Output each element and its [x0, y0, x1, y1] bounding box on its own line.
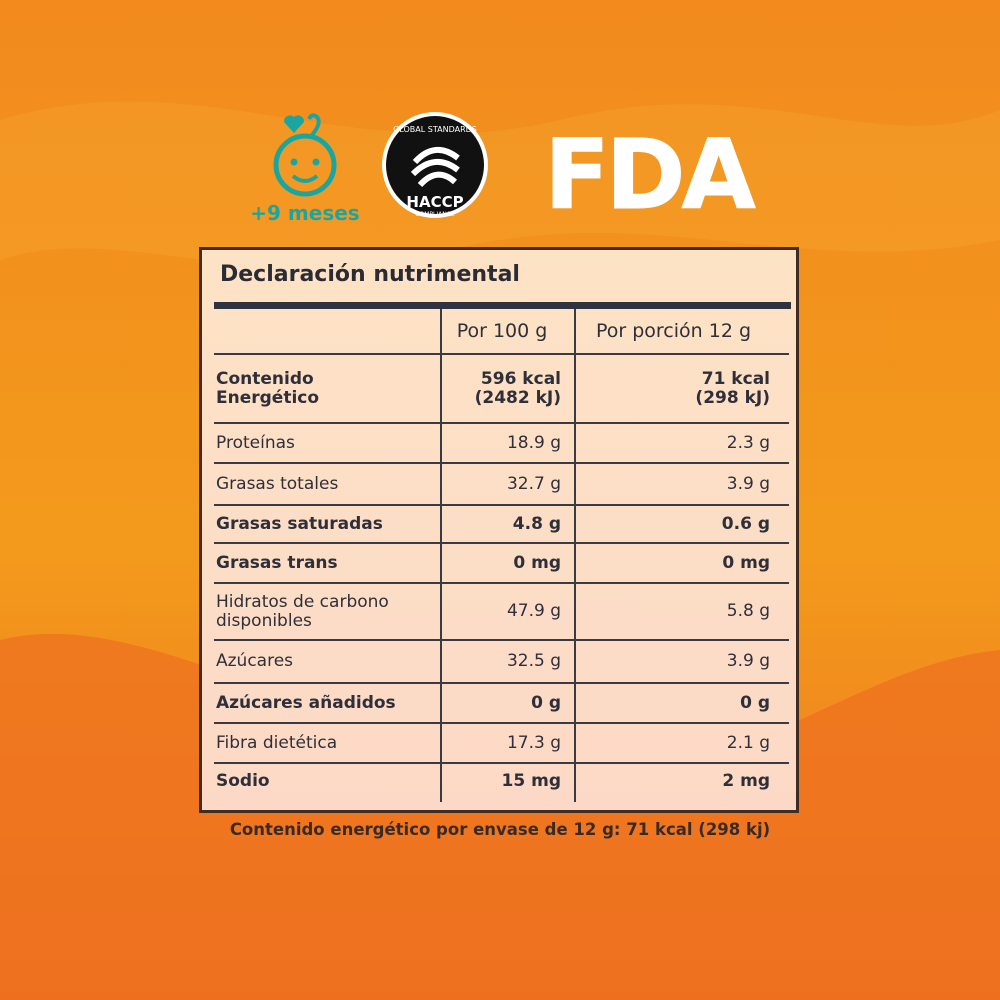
nutrient-row: Azúcares añadidos 0 g 0 g: [214, 684, 789, 724]
per-100g-value: 18.9 g: [506, 432, 561, 453]
nutrition-table: Declaración nutrimental Por 100 g Por por…: [199, 247, 799, 813]
per-portion-value: 3.9 g: [726, 651, 770, 671]
cell-line: 596 kcal: [480, 368, 561, 389]
per-portion-value: 5.8 g: [726, 601, 770, 621]
nutrient-name: Proteínas: [216, 432, 295, 453]
nutrient-row: Grasas totales 32.7 g 3.9 g: [214, 464, 789, 506]
column-divider: [440, 309, 442, 802]
nutrient-row: Grasas saturadas 4.8 g 0.6 g: [214, 506, 789, 544]
per-100g-value: 0 mg: [513, 552, 561, 573]
haccp-main: HACCP: [406, 193, 463, 211]
nutrient-name: Grasas saturadas: [216, 513, 383, 534]
cell-line: Contenido: [216, 368, 314, 389]
per-portion-value: 0 g: [740, 692, 770, 713]
cell-line: (298 kJ): [695, 387, 770, 408]
per-portion-value: 3.9 g: [726, 473, 770, 494]
fda-logo: FDA: [544, 119, 755, 231]
per-100g-value: 32.7 g: [506, 473, 561, 494]
per-portion-value: 0.6 g: [721, 513, 770, 534]
per-100g-value: 15 mg: [501, 771, 561, 791]
per-100g-value: 4.8 g: [512, 513, 561, 534]
cell-line: Energético: [216, 387, 320, 408]
nutrient-row: Proteínas 18.9 g 2.3 g: [214, 424, 789, 464]
cell-line: 71 kcal: [701, 368, 770, 389]
badges: +9 meses GLOBAL STANDARDS HACCP COMPLIAN…: [250, 119, 760, 232]
haccp-bottom: COMPLIANCE: [415, 211, 455, 218]
column-header: Por porción 12 g: [595, 319, 752, 342]
nutrient-name: Azúcares: [216, 651, 294, 671]
cell-line: (2482 kJ): [474, 387, 561, 408]
nutrient-name: Sodio: [216, 771, 270, 791]
per-100g-value: 47.9 g: [506, 601, 561, 621]
cell-line: Hidratos de carbono: [216, 591, 389, 612]
nutrient-row: Hidratos de carbono disponibles 47.9 g 5.8 …: [214, 584, 789, 641]
per-portion-value: 2 mg: [722, 771, 770, 791]
per-portion-value: 0 mg: [722, 552, 770, 573]
nutrient-name: Fibra dietética: [216, 732, 338, 753]
nutrient-row: Grasas trans 0 mg 0 mg: [214, 544, 789, 584]
haccp-top: GLOBAL STANDARDS: [393, 125, 477, 134]
nutrient-row: Sodio 15 mg 2 mg: [214, 764, 789, 799]
header-row: Por 100 g Por porción 12 g: [214, 309, 789, 355]
title-rule: [214, 302, 791, 309]
per-portion-value: 2.3 g: [726, 432, 770, 453]
per-portion-value: 71 kcal (298 kJ): [577, 355, 770, 422]
per-100g-value: 17.3 g: [506, 732, 561, 753]
age-label: +9 meses: [250, 201, 359, 225]
nutrient-name: Grasas totales: [216, 473, 339, 494]
nutrient-row: Fibra dietética 17.3 g 2.1 g: [214, 724, 789, 764]
per-100g-value: 596 kcal (2482 kJ): [443, 355, 561, 422]
column-divider: [574, 309, 576, 802]
nutrient-name: Azúcares añadidos: [216, 692, 396, 713]
nutrient-row: Contenido Energético 596 kcal (2482 kJ) 71 k…: [214, 355, 789, 424]
nutrient-name: Hidratos de carbono disponibles: [216, 584, 436, 639]
per-100g-value: 32.5 g: [506, 651, 561, 671]
nutrient-name: Grasas trans: [216, 552, 338, 573]
per-portion-value: 2.1 g: [726, 732, 770, 753]
column-header: Por 100 g: [456, 319, 548, 342]
nutrient-row: Azúcares 32.5 g 3.9 g: [214, 641, 789, 684]
nutrient-name: Contenido Energético: [216, 355, 436, 422]
per-100g-value: 0 g: [531, 692, 561, 713]
cell-line: disponibles: [216, 610, 312, 631]
table-title: Declaración nutrimental: [220, 262, 520, 287]
footer-note: Contenido energético por envase de 12 g:…: [229, 820, 771, 839]
